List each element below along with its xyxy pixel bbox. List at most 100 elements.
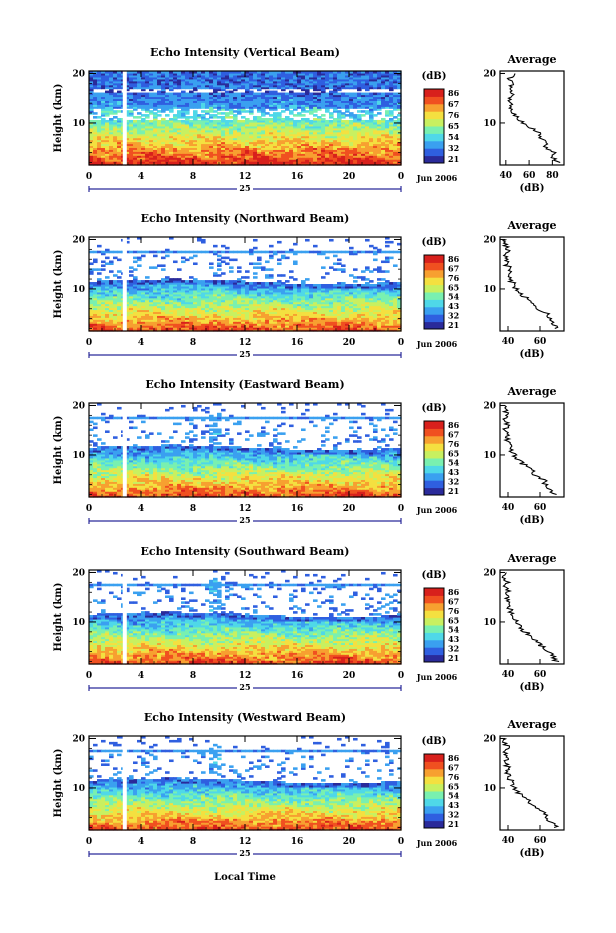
date-label: 25: [239, 183, 250, 193]
heatmap-cell: [265, 118, 270, 121]
heatmap-cell: [89, 120, 94, 123]
heatmap-cell: [149, 93, 154, 96]
heatmap-cell: [129, 110, 134, 113]
heatmap-cell: [369, 93, 374, 96]
profile-frame: [500, 71, 564, 165]
heatmap-cell: [309, 93, 314, 96]
heatmap-cell: [245, 118, 250, 121]
heatmap-cell: [281, 118, 286, 121]
heatmap-cell: [157, 120, 162, 123]
x-tick-label: 4: [138, 172, 144, 182]
heatmap-cell: [325, 93, 330, 96]
heatmap-cell: [353, 114, 358, 117]
heatmap-cell: [173, 114, 178, 117]
heatmap-cell: [317, 116, 322, 119]
heatmap-cell: [225, 120, 230, 123]
heatmap-cell: [305, 118, 310, 121]
colorbar-label: 67: [448, 99, 459, 109]
heatmap-cell: [133, 116, 138, 119]
heatmap-cell: [333, 118, 338, 121]
heatmap-cell: [177, 93, 182, 96]
heatmap-cell: [297, 120, 302, 123]
heatmap-cell: [389, 110, 394, 113]
heatmap-cell: [165, 114, 170, 117]
heatmap-cell: [97, 93, 102, 96]
heatmap-cell: [225, 91, 230, 94]
heatmap-cell: [265, 91, 270, 94]
heatmap-cell: [181, 91, 186, 94]
heatmap-cell: [241, 120, 246, 123]
x-tick-label: 0: [86, 172, 92, 182]
heatmap-cell: [353, 93, 358, 96]
heatmap-cell: [309, 120, 314, 123]
panel-title: Echo Intensity (Vertical Beam): [150, 46, 340, 59]
heatmap-cell: [361, 110, 366, 113]
heatmap-cell: [93, 120, 98, 123]
heatmap-cell: [165, 120, 170, 123]
colorbar-swatch: [424, 104, 444, 112]
x-tick-label: 0: [398, 172, 404, 182]
heatmap-cell: [113, 93, 118, 96]
colorbar-unit: (dB): [422, 71, 447, 82]
heatmap-cell: [181, 120, 186, 123]
colorbar-label: 76: [448, 110, 460, 120]
heatmap-cells: [89, 71, 402, 166]
heatmap-cell: [169, 93, 174, 96]
heatmap-cell: [281, 110, 286, 113]
heatmap-cell: [249, 120, 254, 123]
heatmap-cell: [285, 93, 290, 96]
colorbar-swatch: [424, 111, 444, 119]
heatmap-cell: [109, 118, 114, 121]
heatmap-cell: [393, 120, 398, 123]
heatmap-cell: [301, 118, 306, 121]
heatmap-cell: [189, 91, 194, 94]
heatmap-cells: [89, 237, 402, 332]
heatmap-cell: [117, 110, 122, 113]
y-axis-label: Height (km): [53, 84, 64, 153]
heatmap-cell: [221, 112, 226, 115]
x-tick-label: 16: [291, 172, 304, 182]
heatmap-cell: [377, 93, 382, 96]
heatmap-cell: [137, 112, 142, 115]
colorbar-swatch: [424, 133, 444, 141]
heatmap-cell: [197, 93, 202, 96]
profile-y-tick-label: 20: [483, 69, 496, 79]
heatmap-cell: [229, 120, 234, 123]
heatmap-cell: [241, 93, 246, 96]
heatmap-cell: [101, 118, 106, 121]
heatmap-cell: [113, 110, 118, 113]
heatmap-cell: [269, 118, 274, 121]
heatmap-cell: [329, 91, 334, 94]
heatmap-cell: [153, 93, 158, 96]
heatmap-cell: [345, 120, 350, 123]
colorbar-swatch: [424, 119, 444, 127]
heatmap-cell: [345, 93, 350, 96]
heatmap-cell: [357, 114, 362, 117]
heatmap-cell: [157, 110, 162, 113]
heatmap-cell: [233, 110, 238, 113]
profile-y-tick-label: 10: [483, 119, 496, 129]
heatmap-cell: [93, 116, 98, 119]
heatmap-cell: [101, 93, 106, 96]
heatmap-cell: [201, 110, 206, 113]
heatmap-cell: [113, 120, 118, 123]
heatmap-cell: [165, 93, 170, 96]
profile-x-tick-label: 40: [500, 171, 513, 181]
heatmap-cell: [217, 120, 222, 123]
data-gap: [123, 71, 127, 165]
colorbar-label: 32: [448, 143, 459, 153]
heatmap-cell: [189, 116, 194, 119]
heatmap-cell: [229, 116, 234, 119]
heatmap-cell: [269, 114, 274, 117]
heatmap-cell: [205, 93, 210, 96]
heatmap-cell: [289, 118, 294, 121]
heatmap-cell: [393, 116, 398, 119]
heatmap-cell: [133, 93, 138, 96]
heatmap-cell: [365, 93, 370, 96]
colorbar-swatch: [424, 141, 444, 149]
heatmap-cell: [221, 93, 226, 96]
heatmap-cell: [105, 120, 110, 123]
heatmap-cell: [193, 110, 198, 113]
heatmap-cell: [349, 112, 354, 115]
heatmap-cell: [273, 112, 278, 115]
